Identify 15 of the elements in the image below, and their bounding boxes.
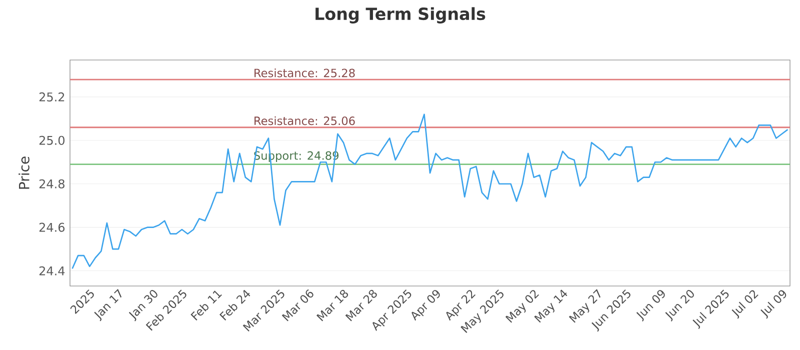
ref-line-label: Resistance: 25.06	[254, 116, 355, 126]
y-tick-label: 25.2	[39, 92, 64, 102]
x-tick-label: Jan 17	[94, 288, 122, 322]
x-tick-label: Jul 02	[732, 290, 758, 319]
y-axis-title: Price	[18, 156, 30, 189]
x-tick-label: Apr 09	[412, 290, 440, 321]
x-tick-label: Jun 20	[665, 290, 694, 322]
x-tick-label: Jul 09	[760, 290, 786, 319]
chart-title: Long Term Signals	[316, 7, 486, 24]
y-tick-label: 25.0	[39, 136, 64, 145]
y-tick-label: 24.6	[39, 222, 65, 232]
ref-line-label: Resistance: 25.28	[254, 68, 355, 78]
y-tick-label: 24.4	[39, 266, 65, 276]
y-tick-label: 24.8	[39, 179, 64, 188]
x-tick-label: Jun 09	[636, 290, 665, 322]
